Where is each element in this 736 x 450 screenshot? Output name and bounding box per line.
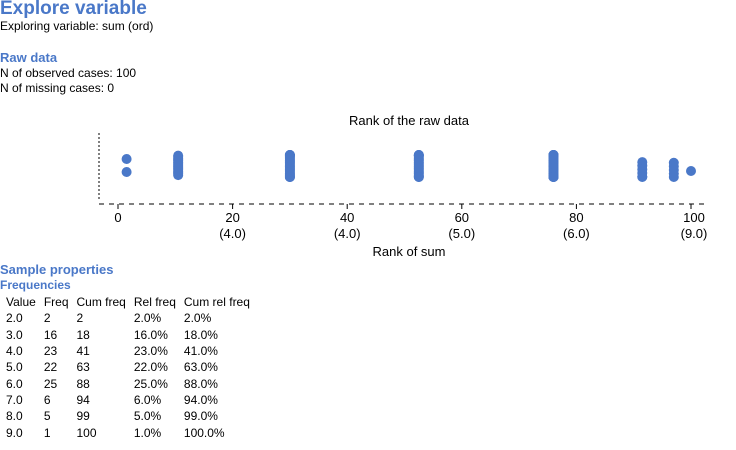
table-row: 2.0 2 2 2.0% 2.0% — [2, 310, 254, 326]
table-row: 9.0 1 100 1.0% 100.0% — [2, 424, 254, 440]
data-point — [668, 172, 679, 182]
frequency-table: Value Freq Cum freq Rel freq Cum rel fre… — [2, 294, 254, 441]
table-cell: 2 — [76, 311, 84, 326]
table-cell: 23 — [43, 344, 58, 359]
chart-title: Rank of the raw data — [349, 113, 470, 128]
table-cell: 99.0% — [183, 409, 218, 424]
table-header-row: Value Freq Cum freq Rel freq Cum rel fre… — [2, 294, 254, 310]
x-tick-sublabel: (4.0) — [219, 226, 246, 241]
table-cell: 3.0 — [6, 327, 23, 342]
data-point — [121, 167, 132, 177]
page-subtitle: Exploring variable: sum (ord) — [0, 19, 154, 33]
data-point — [284, 172, 295, 182]
x-tick-label: 100 — [683, 210, 705, 225]
data-points — [121, 150, 696, 182]
table-cell: 2.0 — [6, 311, 23, 326]
table-cell: 6.0 — [6, 376, 23, 391]
table-cell: 2.0% — [183, 311, 212, 326]
x-tick-sublabel: (6.0) — [563, 226, 590, 241]
table-cell: 2.0% — [133, 311, 162, 326]
x-axis-ticks: 0 20(4.0)40(4.0)60(5.0)80(6.0)100(9.0) — [114, 204, 707, 241]
table-cell: 63.0% — [183, 360, 218, 375]
missing-cases: N of missing cases: 0 — [0, 81, 115, 95]
table-cell: 41.0% — [183, 344, 218, 359]
table-cell: 16.0% — [133, 327, 168, 342]
table-cell: 25.0% — [133, 376, 168, 391]
table-cell: 94.0% — [183, 392, 218, 407]
table-cell: 18 — [76, 327, 90, 342]
table-row: 3.0 16 18 16.0% 18.0% — [2, 327, 254, 343]
observed-cases: N of observed cases: 100 — [0, 66, 137, 80]
table-cell: 88.0% — [183, 376, 218, 391]
table-row: 8.0 5 99 5.0% 99.0% — [2, 408, 254, 424]
column-header: Value — [6, 295, 36, 310]
x-tick-sublabel: (9.0) — [681, 226, 708, 241]
data-point — [413, 172, 424, 182]
x-tick-label: 40 — [340, 210, 354, 225]
column-header: Cum freq — [76, 295, 126, 310]
data-point — [637, 172, 648, 182]
data-point — [121, 154, 132, 164]
x-tick-label: 20 — [225, 210, 239, 225]
table-cell: 16 — [43, 327, 58, 342]
table-cell: 22 — [43, 360, 58, 375]
table-cell: 23.0% — [133, 344, 168, 359]
table-cell: 9.0 — [6, 425, 23, 440]
data-point — [686, 166, 696, 176]
x-axis-label: Rank of sum — [373, 244, 446, 259]
table-row: 4.0 23 41 23.0% 41.0% — [2, 343, 254, 359]
table-cell: 18.0% — [183, 327, 218, 342]
column-header: Rel freq — [133, 295, 176, 310]
table-cell: 63 — [76, 360, 90, 375]
sample-properties-heading: Sample properties — [0, 262, 114, 277]
table-cell: 2 — [43, 311, 51, 326]
x-tick-sublabel: (5.0) — [448, 226, 475, 241]
table-cell: 8.0 — [6, 409, 23, 424]
x-tick-sublabel: (4.0) — [334, 226, 361, 241]
column-header: Cum rel freq — [183, 295, 250, 310]
table-cell: 1 — [43, 425, 51, 440]
table-cell: 7.0 — [6, 392, 23, 407]
table-cell: 41 — [76, 344, 90, 359]
table-cell: 5.0% — [133, 409, 162, 424]
frequencies-heading: Frequencies — [0, 278, 71, 292]
column-header: Freq — [43, 295, 69, 310]
table-row: 7.0 6 94 6.0% 94.0% — [2, 392, 254, 408]
table-cell: 1.0% — [133, 425, 162, 440]
table-cell: 88 — [76, 376, 90, 391]
data-point — [548, 172, 559, 182]
x-tick-label: 60 — [455, 210, 469, 225]
rank-plot: Rank of the raw data 0 20(4.0)40(4.0)60(5… — [98, 113, 707, 259]
data-point — [173, 170, 184, 181]
table-cell: 4.0 — [6, 344, 23, 359]
raw-data-heading: Raw data — [0, 50, 58, 65]
table-cell: 25 — [43, 376, 58, 391]
x-tick-label: 80 — [569, 210, 583, 225]
table-cell: 5.0 — [6, 360, 23, 375]
table-cell: 94 — [76, 392, 90, 407]
table-cell: 5 — [43, 409, 51, 424]
table-cell: 99 — [76, 409, 90, 424]
table-cell: 100 — [76, 425, 97, 440]
table-cell: 100.0% — [183, 425, 225, 440]
table-cell: 6.0% — [133, 392, 162, 407]
page-title: Explore variable — [0, 0, 147, 19]
table-cell: 6 — [43, 392, 51, 407]
table-cell: 22.0% — [133, 360, 168, 375]
table-row: 5.0 22 63 22.0% 63.0% — [2, 359, 254, 375]
table-row: 6.0 25 88 25.0% 88.0% — [2, 375, 254, 391]
x-tick-label: 0 — [114, 210, 121, 225]
